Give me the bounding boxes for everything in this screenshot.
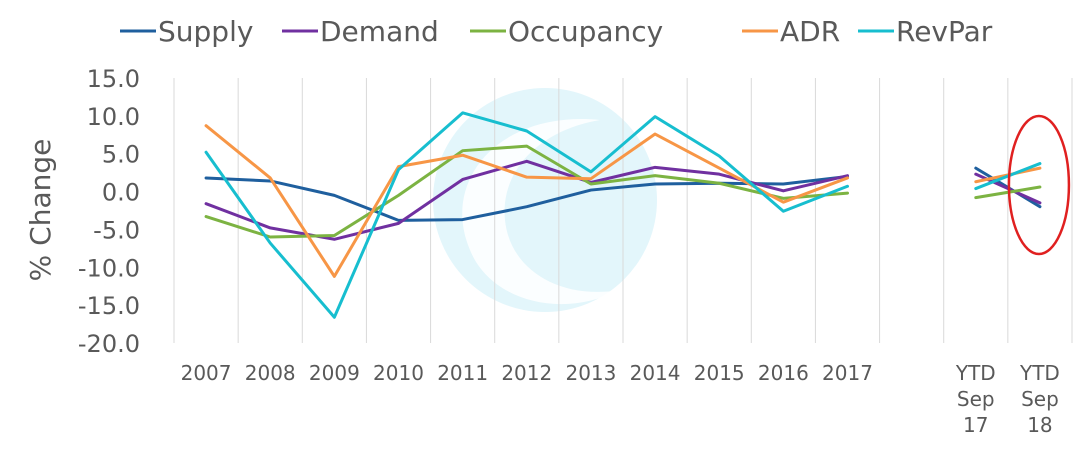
series-line-occupancy bbox=[204, 144, 849, 239]
legend-label: Demand bbox=[320, 15, 439, 48]
x-tick-label: 2009 bbox=[309, 361, 360, 385]
legend-label: Occupancy bbox=[508, 15, 663, 48]
y-tick-label: 0.0 bbox=[102, 179, 140, 207]
x-tick-label: 18 bbox=[1027, 413, 1052, 437]
x-tick-label: YTD bbox=[955, 361, 996, 385]
x-tick-label: 17 bbox=[963, 413, 988, 437]
series-lines bbox=[204, 111, 1042, 319]
x-tick-label: 2013 bbox=[565, 361, 616, 385]
y-axis-title: % Change bbox=[24, 139, 57, 282]
y-tick-label: 5.0 bbox=[102, 141, 140, 169]
series-line-adr bbox=[204, 124, 849, 278]
watermark-logo bbox=[433, 88, 657, 312]
x-tick-label: 2007 bbox=[181, 361, 232, 385]
y-axis-ticks: 15.0 10.0 5.0 0.0 -5.0 -10.0 -15.0 -20.0 bbox=[78, 65, 140, 358]
x-tick-label: 2014 bbox=[630, 361, 681, 385]
y-tick-label: 10.0 bbox=[87, 103, 140, 131]
x-tick-label: 2011 bbox=[437, 361, 488, 385]
annotations bbox=[1007, 114, 1071, 256]
x-tick-label: Sep bbox=[957, 387, 995, 411]
series-line-revpar bbox=[974, 162, 1042, 191]
x-tick-label: 2015 bbox=[694, 361, 745, 385]
x-tick-label: YTD bbox=[1019, 361, 1060, 385]
y-tick-label: -5.0 bbox=[93, 216, 140, 244]
series-line-supply bbox=[204, 174, 849, 222]
vertical-gridlines bbox=[173, 78, 1073, 343]
legend: Supply Demand Occupancy ADR RevPar bbox=[120, 15, 993, 48]
legend-label: RevPar bbox=[896, 15, 993, 48]
y-tick-label: -10.0 bbox=[78, 254, 140, 282]
x-tick-label: 2017 bbox=[822, 361, 873, 385]
x-tick-label: 2012 bbox=[501, 361, 552, 385]
y-tick-label: -15.0 bbox=[78, 292, 140, 320]
series-line-revpar bbox=[204, 111, 849, 319]
y-tick-label: -20.0 bbox=[78, 330, 140, 358]
y-tick-label: 15.0 bbox=[87, 65, 140, 93]
x-tick-label: 2010 bbox=[373, 361, 424, 385]
highlight-ellipse bbox=[1007, 114, 1071, 256]
x-tick-label: 2008 bbox=[245, 361, 296, 385]
x-axis-ticks: 2007 2008 2009 2010 2011 2012 2013 2014 2015 2016… bbox=[181, 361, 1060, 437]
legend-label: ADR bbox=[780, 15, 840, 48]
legend-label: Supply bbox=[158, 15, 253, 48]
x-tick-label: Sep bbox=[1021, 387, 1059, 411]
x-tick-label: 2016 bbox=[758, 361, 809, 385]
watermark-swirl bbox=[462, 119, 620, 305]
